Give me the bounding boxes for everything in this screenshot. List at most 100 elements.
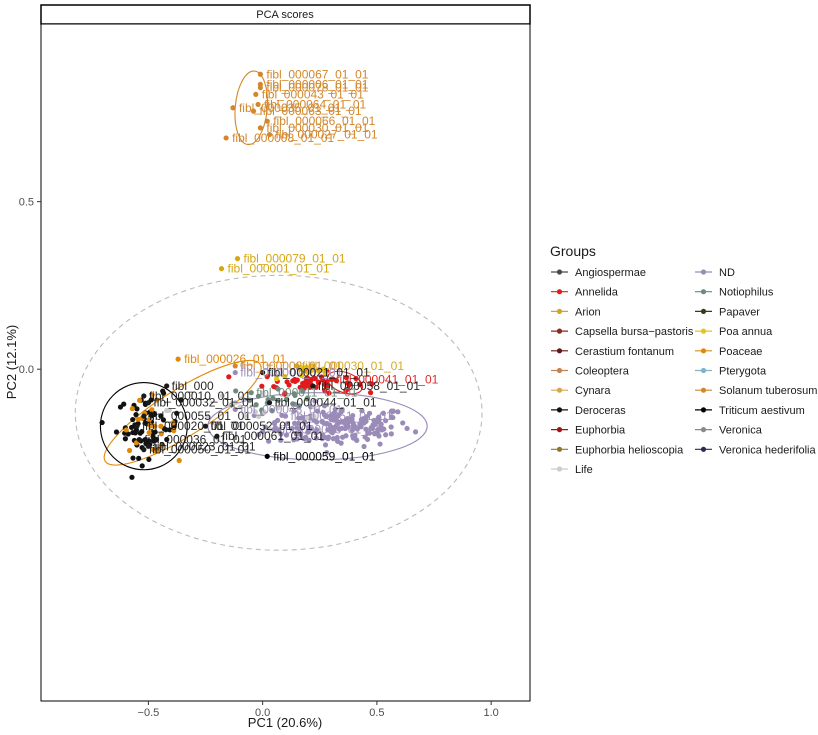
data-point <box>302 383 308 390</box>
data-point <box>202 423 209 429</box>
data-point <box>271 383 277 390</box>
data-point <box>343 388 349 394</box>
data-point <box>306 437 312 443</box>
data-point <box>266 400 273 406</box>
data-point <box>330 436 336 442</box>
data-point <box>353 375 359 382</box>
data-point <box>257 85 263 91</box>
data-point <box>255 101 261 108</box>
data-point <box>312 398 318 404</box>
data-point <box>150 438 156 444</box>
data-point <box>316 367 322 373</box>
legend-key-point <box>700 289 707 295</box>
point-label: fibl_000058_01_01 <box>318 379 420 393</box>
data-point <box>158 423 164 429</box>
data-point <box>273 376 280 382</box>
data-point <box>122 436 128 442</box>
legend-key-point <box>700 308 707 314</box>
data-point <box>304 395 311 402</box>
data-point <box>141 447 147 453</box>
data-point <box>292 376 298 383</box>
legend-key-point <box>700 328 707 334</box>
data-point <box>136 436 142 443</box>
legend-key-point <box>556 427 563 433</box>
data-point <box>346 382 353 388</box>
data-point <box>174 410 180 416</box>
data-point <box>167 427 173 433</box>
data-point <box>347 416 353 422</box>
data-point <box>310 363 316 369</box>
point-label: fibl_000027_01_01 <box>276 128 378 142</box>
data-point <box>141 413 147 419</box>
data-point <box>304 414 310 421</box>
data-point <box>338 440 344 446</box>
ellipse-poaceae <box>103 359 262 466</box>
points-layer <box>99 71 419 480</box>
ellipse-solanum-tuberosum <box>234 70 269 146</box>
legend-key-point <box>556 308 563 314</box>
data-point <box>160 390 167 396</box>
data-point <box>170 420 176 426</box>
legend-key-point <box>700 348 707 354</box>
legend-entry-label: Coleoptera <box>575 366 630 378</box>
legend-entry-label: Veronica hederifolia <box>719 444 817 456</box>
data-point <box>299 372 305 379</box>
data-point <box>361 443 367 450</box>
legend-key-point <box>556 466 563 472</box>
data-point <box>264 453 270 459</box>
data-point <box>257 71 263 77</box>
legend: Groups Angiospermae Annelida Arion Capsella… <box>550 243 817 476</box>
data-point <box>232 399 239 406</box>
data-point <box>294 436 300 442</box>
data-point <box>289 425 295 432</box>
data-point <box>282 413 289 419</box>
data-point <box>294 363 300 369</box>
data-point <box>233 388 239 394</box>
x-tick-label: −0.5 <box>138 707 160 719</box>
point-label: fibl_000008_01_01 <box>232 131 334 145</box>
data-point <box>232 363 238 369</box>
data-point <box>282 373 288 380</box>
point-label: fibl_000030_01_01 <box>302 359 404 373</box>
data-point <box>358 424 364 430</box>
data-point <box>312 376 318 382</box>
data-point <box>171 428 177 434</box>
data-point <box>314 419 320 425</box>
data-point <box>352 432 358 438</box>
data-point <box>239 395 245 402</box>
data-point <box>343 374 350 381</box>
data-point <box>232 369 238 376</box>
point-label: fibl_000066_01_01 <box>273 114 375 128</box>
point-label: fibl_000063_01_01 <box>260 104 362 118</box>
data-point <box>130 455 136 461</box>
data-point <box>323 384 330 390</box>
x-tick-label: 0.5 <box>369 707 384 719</box>
point-label: fibl_000020_01_01 <box>142 419 244 433</box>
data-point <box>278 437 284 443</box>
legend-entry-label: Deroceras <box>575 405 626 417</box>
data-point <box>297 384 303 390</box>
data-point <box>176 457 182 464</box>
legend-key-point <box>556 289 563 295</box>
data-point <box>284 420 291 427</box>
legend-entry-label: Euphorbia helioscopia <box>575 444 684 456</box>
data-point <box>367 390 374 396</box>
data-point <box>135 416 141 422</box>
data-point <box>240 362 246 369</box>
legend-key-point <box>556 269 563 275</box>
data-point <box>256 413 262 420</box>
data-point <box>300 367 306 373</box>
axes-layer: −0.5 0.0 0.5 1.0 0.0 0.5 <box>19 197 499 719</box>
data-point <box>388 408 395 414</box>
data-point <box>309 367 315 373</box>
data-point <box>350 412 356 419</box>
data-point <box>147 422 153 428</box>
legend-entry-label: Poaceae <box>719 346 762 358</box>
legend-key-point <box>700 367 707 374</box>
data-point <box>275 397 281 403</box>
point-label: fibl_000 <box>172 379 214 393</box>
data-point <box>139 463 145 469</box>
data-point <box>271 426 277 433</box>
point-label: fibl_000061_01_01 <box>222 429 324 443</box>
data-point <box>322 370 329 377</box>
